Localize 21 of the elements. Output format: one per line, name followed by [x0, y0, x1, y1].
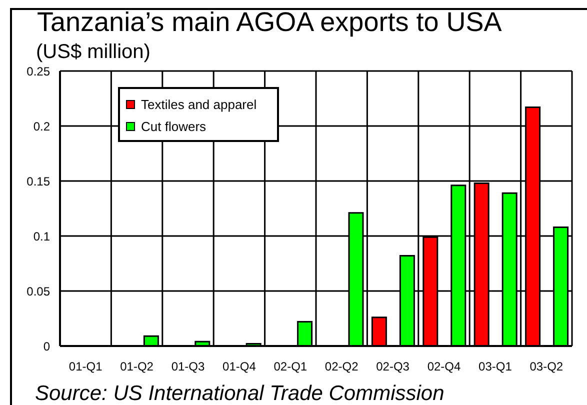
y-tick-label: 0.25 — [26, 64, 50, 78]
legend-label: Textiles and apparel — [141, 96, 257, 112]
x-tick-label: 02-Q2 — [324, 360, 359, 374]
y-axis-title: (US$ million) — [36, 41, 150, 64]
source-note: Source: US International Trade Commission — [35, 382, 444, 405]
x-tick-label: 02-Q1 — [274, 360, 308, 374]
y-tick-label: 0.05 — [26, 284, 50, 298]
x-tick-label: 03-Q1 — [478, 360, 512, 374]
y-tick-label: 0.1 — [33, 229, 50, 244]
x-tick-label: 02-Q3 — [376, 360, 410, 374]
x-tick-label: 03-Q2 — [530, 360, 564, 374]
chart-title: Tanzania’s main AGOA exports to USA — [37, 7, 502, 37]
x-tick-label: 01-Q4 — [222, 360, 256, 374]
y-tick-label: 0 — [43, 339, 50, 354]
legend-label: Cut flowers — [141, 118, 206, 134]
x-tick-label: 01-Q1 — [68, 360, 103, 374]
x-tick-label: 01-Q3 — [171, 360, 205, 374]
x-tick-label: 02-Q4 — [427, 360, 461, 374]
y-tick-label: 0.2 — [33, 119, 50, 134]
y-tick-label: 0.15 — [26, 174, 50, 188]
x-tick-label: 01-Q2 — [120, 360, 154, 374]
